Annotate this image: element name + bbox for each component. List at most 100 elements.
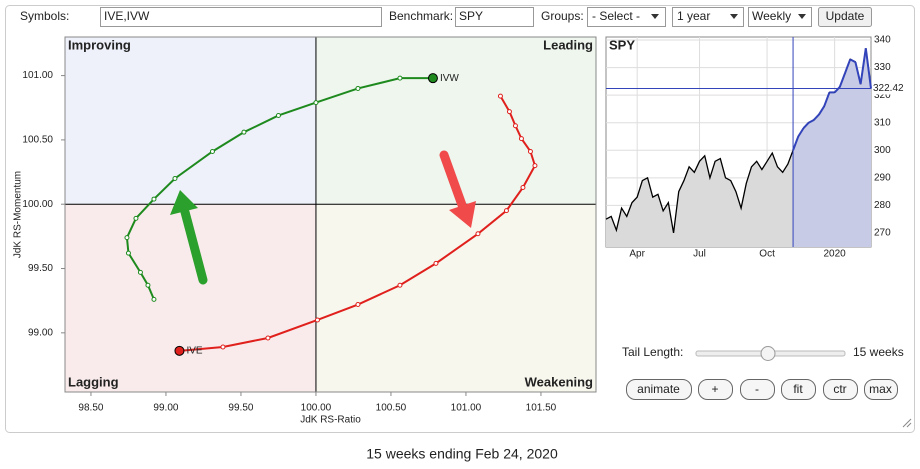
y-tick-label: 101.00 <box>22 70 53 81</box>
tail-segment <box>844 58 852 74</box>
tail-point <box>313 100 319 106</box>
x-tick-label: Jul <box>693 249 706 260</box>
tail-segment <box>792 136 800 151</box>
tail-value: 15 weeks <box>853 345 904 359</box>
tail-point <box>506 109 512 115</box>
tail-point <box>497 93 503 99</box>
tail-segment <box>823 92 831 107</box>
quadrant-label: Lagging <box>68 374 119 389</box>
x-tick-label: 99.00 <box>153 403 178 414</box>
chart-title: SPY <box>609 37 635 52</box>
y-tick-label: 290 <box>874 172 891 183</box>
tail-point <box>314 317 320 323</box>
annotation-arrow <box>170 190 208 285</box>
x-tick-label: 101.50 <box>526 403 557 414</box>
y-tick-label: 320 <box>874 90 891 101</box>
frequency-select[interactable] <box>748 7 812 27</box>
tail-segment <box>818 105 826 115</box>
tail-segment <box>813 113 820 121</box>
control-button[interactable] <box>864 379 898 400</box>
control-button[interactable] <box>626 379 692 400</box>
label: Groups: <box>541 9 584 23</box>
tail-point <box>518 136 524 142</box>
series-label: IVW <box>440 73 459 84</box>
series-head <box>174 345 185 356</box>
x-tick-label: 101.00 <box>451 403 482 414</box>
button-text: animate <box>637 382 680 396</box>
period-select[interactable] <box>672 7 744 27</box>
slider-knob[interactable] <box>760 346 776 361</box>
input-text: IVE,IVW <box>104 9 150 23</box>
quadrant-label: Improving <box>68 37 131 52</box>
tail-point <box>125 250 131 256</box>
tail-point <box>209 148 215 154</box>
tail-point <box>137 269 143 275</box>
button-bar: animate + - fit ctr max <box>626 379 898 400</box>
dropdown-arrow <box>651 14 659 19</box>
x-tick-label: Apr <box>629 249 645 260</box>
tail-point <box>265 335 271 341</box>
x-tick-label: 100.00 <box>301 403 332 414</box>
control-button[interactable] <box>698 379 733 400</box>
select-text: Weekly <box>752 9 791 23</box>
update-button[interactable] <box>818 7 872 27</box>
tail-point <box>355 85 361 91</box>
tail-segment <box>808 119 815 124</box>
tail-point <box>172 175 178 181</box>
select-text: - Select - <box>592 9 640 23</box>
y-tick-label: 99.50 <box>28 263 53 274</box>
x-tick-label: 100.50 <box>376 403 407 414</box>
control-button[interactable] <box>740 379 775 400</box>
x-tick-label: 2020 <box>824 249 847 260</box>
control-button[interactable] <box>823 379 858 400</box>
button-text: ctr <box>833 382 846 396</box>
tail-point <box>241 129 247 135</box>
series-label: IVE <box>186 345 202 356</box>
symbols-input[interactable] <box>100 7 382 27</box>
tail-area <box>793 48 871 248</box>
label: Benchmark: <box>389 9 453 23</box>
button-text: - <box>755 382 759 396</box>
label: Tail Length: <box>622 345 683 359</box>
quadrant-label: Weakening <box>525 374 593 389</box>
button-text: Update <box>826 9 865 23</box>
y-axis-label: JdK RS-Momentum <box>13 171 24 258</box>
tail-segment <box>797 127 805 138</box>
tail-point <box>397 282 403 288</box>
dropdown-arrow <box>730 14 738 19</box>
tail-point <box>133 215 139 221</box>
y-tick-label: 330 <box>874 62 891 73</box>
annotation-arrow <box>439 150 476 228</box>
dropdown-arrow <box>798 14 806 19</box>
series-tail <box>179 95 537 352</box>
quadrant <box>315 204 596 392</box>
control-button[interactable] <box>781 379 816 400</box>
tail-segment <box>802 122 810 129</box>
tail-point <box>355 302 361 308</box>
x-tick-label: 98.50 <box>78 403 103 414</box>
y-tick-label: 280 <box>874 200 891 211</box>
tail-segment <box>838 72 846 88</box>
tail-point <box>397 75 403 81</box>
tail-point <box>220 344 226 350</box>
quadrant-label: Leading <box>543 37 593 52</box>
button-text: fit <box>793 382 803 396</box>
input-text: SPY <box>459 9 483 23</box>
benchmark-input[interactable] <box>455 7 534 27</box>
y-tick-label: 300 <box>874 145 891 156</box>
y-tick-label: 310 <box>874 117 891 128</box>
tail-point <box>145 282 151 288</box>
tail-segment <box>859 48 867 85</box>
label: Symbols: <box>20 9 69 23</box>
tail-point <box>512 123 518 129</box>
last-value-bg <box>872 82 908 95</box>
resize-handle <box>902 418 912 428</box>
tail-segment <box>854 61 862 85</box>
x-axis-label: JdK RS-Ratio <box>300 415 361 426</box>
tail-point <box>503 208 509 214</box>
y-tick-label: 100.00 <box>22 199 53 210</box>
plot-frame <box>64 36 597 393</box>
tail-segment <box>864 48 872 89</box>
groups-select[interactable] <box>587 7 666 27</box>
